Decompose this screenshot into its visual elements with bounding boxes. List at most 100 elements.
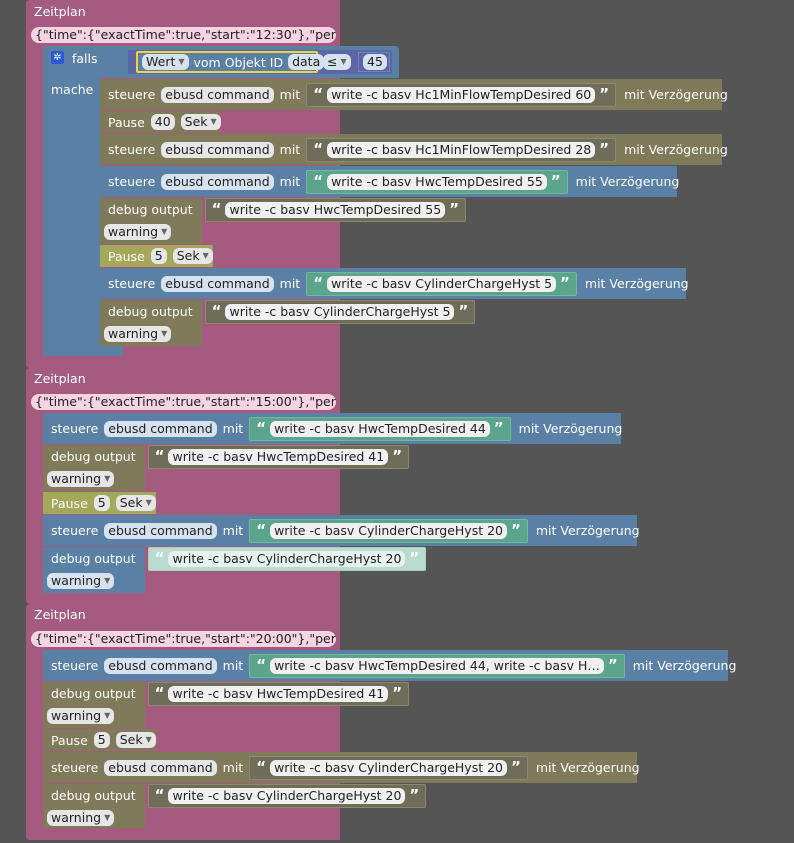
pause-label: Pause [108, 248, 145, 264]
string-block[interactable]: “write -c basv HwcTempDesired 55” [204, 197, 467, 222]
string-value[interactable]: write -c basv CylinderChargeHyst 5 [327, 275, 557, 292]
string-block[interactable]: “write -c basv HwcTempDesired 44” [249, 416, 511, 441]
delay-label: mit Verzögerung [518, 421, 623, 436]
pause-unit-dropdown[interactable]: Sek ▼ [180, 114, 221, 130]
pause-block[interactable]: Pause 5 Sek ▼ [43, 492, 156, 514]
control-block[interactable]: steuere ebusd command mit “write -c basv… [43, 413, 623, 444]
chevron-down-icon: ▼ [104, 474, 111, 483]
string-block[interactable]: “write -c basv HwcTempDesired 44, write … [249, 653, 625, 678]
string-value[interactable]: write -c basv Hc1MinFlowTempDesired 28 [327, 141, 596, 158]
pause-unit-dropdown[interactable]: Sek ▼ [115, 495, 156, 511]
control-target-field[interactable]: ebusd command [104, 657, 217, 674]
control-block[interactable]: steuere ebusd command mit “write -c basv… [100, 166, 679, 197]
delay-label: mit Verzögerung [624, 142, 728, 157]
log-level-dropdown[interactable]: warning ▼ [104, 326, 172, 342]
string-block[interactable]: “write -c basv HwcTempDesired 55” [306, 169, 568, 194]
value-dropdown[interactable]: Wert ▼ [142, 54, 189, 70]
string-block[interactable]: “write -c basv Hc1MinFlowTempDesired 28” [306, 137, 617, 162]
quote-open-icon: “ [211, 200, 222, 218]
log-level-dropdown[interactable]: warning ▼ [47, 810, 115, 826]
debug-label: debug output [51, 788, 136, 803]
with-label: mit [222, 421, 244, 436]
control-block[interactable]: steuere ebusd command mit “write -c basv… [43, 650, 736, 681]
log-level-label: warning [51, 708, 102, 723]
control-block[interactable]: steuere ebusd command mit “write -c basv… [43, 515, 640, 546]
string-value[interactable]: write -c basv HwcTempDesired 44 [270, 420, 490, 437]
quote-close-icon: ” [511, 758, 521, 776]
pause-block[interactable]: Pause 5 Sek ▼ [100, 245, 213, 267]
string-block[interactable]: “write -c basv CylinderChargeHyst 20” [147, 546, 427, 571]
schedule-config-field[interactable]: {"time":{"exactTime":true,"start":"12:30… [31, 27, 336, 43]
object-id-field[interactable]: data [288, 54, 325, 70]
quote-close-icon: ” [458, 302, 469, 320]
string-value[interactable]: write -c basv CylinderChargeHyst 20 [270, 522, 507, 539]
object-id-label: vom Objekt ID [193, 54, 284, 70]
debug-label: debug output [51, 449, 136, 464]
quote-close-icon: ” [511, 521, 521, 539]
debug-label: debug output [108, 304, 193, 319]
debug-row: debug output “write -c basv CylinderChar… [43, 783, 427, 808]
chevron-down-icon: ▼ [202, 251, 209, 260]
pause-unit-dropdown[interactable]: Sek ▼ [172, 248, 213, 264]
control-verb: steuere [108, 87, 156, 102]
string-block[interactable]: “write -c basv CylinderChargeHyst 5” [204, 299, 476, 324]
pause-label: Pause [51, 495, 88, 511]
pause-block[interactable]: Pause 5 Sek ▼ [43, 729, 156, 751]
pause-value-field[interactable]: 40 [150, 114, 175, 130]
pause-value-field[interactable]: 5 [93, 732, 110, 748]
chevron-down-icon: ▼ [104, 576, 111, 585]
string-value[interactable]: write -c basv HwcTempDesired 41 [168, 448, 389, 465]
string-block[interactable]: “write -c basv CylinderChargeHyst 20” [147, 783, 427, 808]
control-verb: steuere [108, 142, 156, 157]
string-value[interactable]: write -c basv CylinderChargeHyst 5 [225, 303, 455, 320]
string-value[interactable]: write -c basv CylinderChargeHyst 20 [168, 550, 406, 567]
string-value[interactable]: write -c basv CylinderChargeHyst 20 [168, 787, 406, 804]
string-block[interactable]: “write -c basv CylinderChargeHyst 5” [306, 271, 577, 296]
debug-label: debug output [51, 686, 136, 701]
chevron-down-icon: ▼ [104, 711, 111, 720]
pause-unit-dropdown[interactable]: Sek ▼ [115, 732, 156, 748]
control-block[interactable]: steuere ebusd command mit “write -c basv… [43, 752, 640, 783]
string-value[interactable]: write -c basv HwcTempDesired 55 [327, 173, 547, 190]
schedule-config-field[interactable]: {"time":{"exactTime":true,"start":"15:00… [31, 394, 336, 410]
schedule-title: Zeitplan [34, 371, 86, 386]
do-label: mache [51, 82, 94, 97]
chevron-down-icon: ▼ [145, 498, 152, 507]
log-level-dropdown[interactable]: warning ▼ [47, 708, 115, 724]
log-level-dropdown[interactable]: warning ▼ [47, 573, 115, 589]
control-target-field[interactable]: ebusd command [161, 275, 274, 292]
pause-block[interactable]: Pause 40 Sek ▼ [100, 111, 221, 133]
log-level-dropdown[interactable]: warning ▼ [104, 224, 172, 240]
control-target-field[interactable]: ebusd command [104, 420, 217, 437]
number-field[interactable]: 45 [363, 54, 387, 70]
control-target-field[interactable]: ebusd command [104, 759, 217, 776]
string-block[interactable]: “write -c basv HwcTempDesired 41” [147, 681, 410, 706]
string-value[interactable]: write -c basv HwcTempDesired 44, write -… [270, 657, 604, 674]
pause-value-field[interactable]: 5 [150, 248, 167, 264]
quote-open-icon: “ [313, 85, 324, 103]
control-block[interactable]: steuere ebusd command mit “write -c basv… [100, 268, 689, 299]
string-value[interactable]: write -c basv Hc1MinFlowTempDesired 60 [327, 86, 596, 103]
control-target-field[interactable]: ebusd command [104, 522, 217, 539]
string-block[interactable]: “write -c basv CylinderChargeHyst 20” [249, 755, 528, 780]
control-target-field[interactable]: ebusd command [161, 86, 274, 103]
string-block[interactable]: “write -c basv CylinderChargeHyst 20” [249, 518, 528, 543]
operator-dropdown[interactable]: ≤ ▼ [323, 54, 351, 70]
control-block[interactable]: steuere ebusd command mit “write -c basv… [100, 79, 728, 110]
log-level-dropdown[interactable]: warning ▼ [47, 471, 115, 487]
value-block[interactable]: Wert ▼ vom Objekt ID data [136, 51, 325, 73]
string-value[interactable]: write -c basv CylinderChargeHyst 20 [270, 759, 507, 776]
debug-label: debug output [108, 202, 193, 217]
control-verb: steuere [108, 276, 156, 291]
string-block[interactable]: “write -c basv Hc1MinFlowTempDesired 60” [306, 82, 617, 107]
pause-value-field[interactable]: 5 [93, 495, 110, 511]
control-block[interactable]: steuere ebusd command mit “write -c basv… [100, 134, 728, 165]
string-block[interactable]: “write -c basv HwcTempDesired 41” [147, 444, 410, 469]
control-target-field[interactable]: ebusd command [161, 141, 274, 158]
schedule-title: Zeitplan [34, 4, 86, 19]
string-value[interactable]: write -c basv HwcTempDesired 41 [168, 685, 389, 702]
schedule-config-field[interactable]: {"time":{"exactTime":true,"start":"20:00… [31, 631, 336, 647]
string-value[interactable]: write -c basv HwcTempDesired 55 [225, 201, 446, 218]
gear-icon[interactable]: ✲ [51, 51, 64, 64]
control-target-field[interactable]: ebusd command [161, 173, 274, 190]
